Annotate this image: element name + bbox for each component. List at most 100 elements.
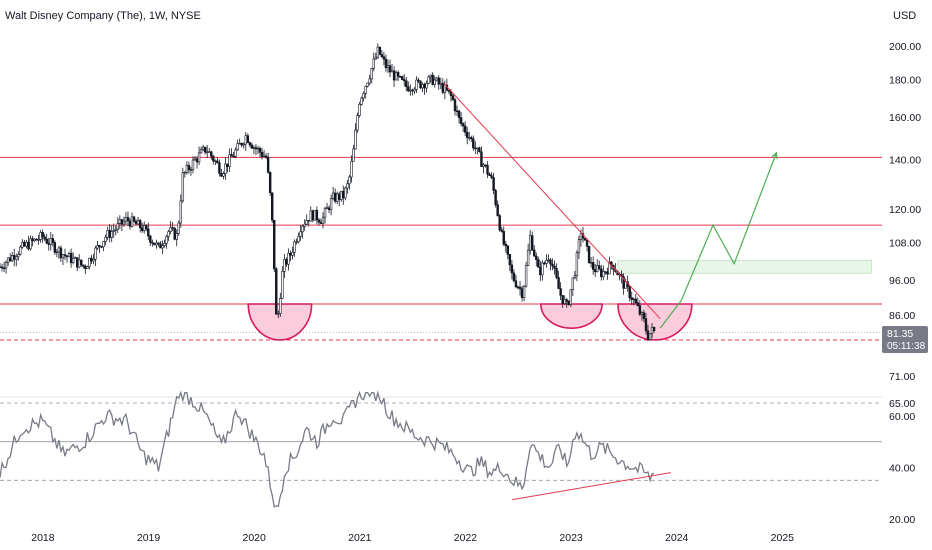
candle-body — [210, 151, 213, 157]
candle-body — [388, 65, 392, 73]
candle-body — [252, 147, 256, 149]
candle-body — [348, 176, 351, 185]
candle-body — [650, 326, 654, 334]
rsi-panel[interactable] — [0, 390, 882, 508]
time-axis-tick-label: 2024 — [665, 532, 689, 544]
candle-body — [224, 163, 227, 174]
candle-body — [21, 241, 24, 248]
candle-body — [55, 251, 59, 254]
last-price-value: 81.35 — [887, 328, 913, 340]
candle-body — [75, 257, 79, 268]
candle-body — [510, 264, 514, 274]
candle-body — [583, 237, 587, 241]
candle-body — [425, 83, 428, 89]
price-panel[interactable] — [0, 43, 882, 342]
candle-body — [335, 193, 339, 202]
candle-body — [396, 72, 400, 77]
candle-body — [90, 257, 93, 262]
rsi-axis-tick-label: 20.00 — [889, 514, 915, 526]
candle-body — [106, 230, 109, 238]
candle-body — [189, 169, 193, 171]
candle-body — [415, 79, 418, 90]
candle-body — [327, 207, 331, 210]
candle-body — [457, 110, 461, 118]
candle-body — [372, 58, 375, 69]
candle-body — [512, 272, 516, 282]
candle-body — [555, 268, 558, 278]
candle-body — [279, 298, 282, 314]
candle-body — [421, 83, 424, 89]
candle-body — [43, 236, 46, 240]
bottom-arc-3 — [617, 303, 693, 341]
candle-body — [51, 238, 55, 243]
price-axis-tick-label: 120.00 — [889, 204, 921, 216]
candle-body — [407, 86, 410, 92]
candle-body — [222, 173, 225, 177]
candle-body — [356, 115, 359, 131]
candle-body — [84, 265, 87, 269]
candle-body — [35, 238, 38, 241]
candle-body — [384, 58, 388, 69]
candle-body — [100, 246, 103, 248]
candle-body — [587, 245, 591, 263]
candle-body — [323, 208, 327, 218]
candle-body — [559, 288, 562, 296]
candle-body — [376, 46, 380, 58]
candle-body — [112, 230, 115, 232]
candle-body — [498, 215, 501, 231]
candle-body — [65, 255, 69, 258]
candle-body — [390, 70, 394, 73]
candle-body — [266, 157, 270, 173]
time-axis-tick-label: 2018 — [31, 532, 55, 544]
candle-body — [382, 56, 386, 60]
rsi-axis-tick-label: 60.00 — [889, 411, 915, 423]
candle-body — [368, 78, 371, 84]
candle-body — [646, 330, 650, 340]
candle-body — [589, 262, 593, 264]
candle-body — [226, 163, 229, 167]
candle-body — [232, 155, 235, 158]
candle-body — [486, 165, 489, 175]
candle-body — [45, 238, 48, 244]
candle-body — [331, 192, 335, 199]
candle-body — [405, 80, 408, 88]
candle-body — [352, 148, 355, 162]
candle-body — [145, 225, 148, 230]
candle-body — [463, 125, 467, 133]
candle-body — [268, 171, 272, 194]
candle-body — [25, 241, 28, 247]
candle-body — [69, 252, 73, 264]
candle-body — [201, 146, 205, 150]
candle-body — [128, 220, 132, 227]
candle-body — [447, 89, 451, 92]
candle-body — [264, 155, 268, 158]
candle-body — [346, 183, 349, 189]
candle-body — [598, 265, 601, 270]
candle-body — [250, 144, 254, 149]
candle-body — [208, 151, 211, 153]
candle-body — [61, 254, 65, 259]
candle-body — [108, 230, 111, 238]
candle-body — [161, 245, 164, 249]
candle-body — [360, 97, 363, 105]
candle-body — [94, 247, 97, 260]
candle-body — [435, 77, 438, 81]
candle-body — [39, 232, 42, 240]
price-axis-tick-label: 96.00 — [889, 275, 915, 287]
candle-body — [541, 262, 544, 276]
candle-body — [311, 210, 315, 221]
candle-body — [159, 243, 162, 249]
candle-body — [110, 231, 113, 238]
candle-body — [551, 263, 554, 267]
candle-body — [258, 147, 262, 153]
candle-body — [299, 231, 302, 237]
target-zone-rect — [617, 260, 872, 274]
candle-body — [19, 246, 22, 255]
countdown-timer: 05:11:38 — [887, 341, 926, 352]
candle-body — [78, 259, 81, 268]
candle-body — [329, 198, 333, 210]
candle-body — [301, 225, 304, 233]
candle-body — [528, 235, 532, 251]
candle-body — [604, 271, 607, 273]
